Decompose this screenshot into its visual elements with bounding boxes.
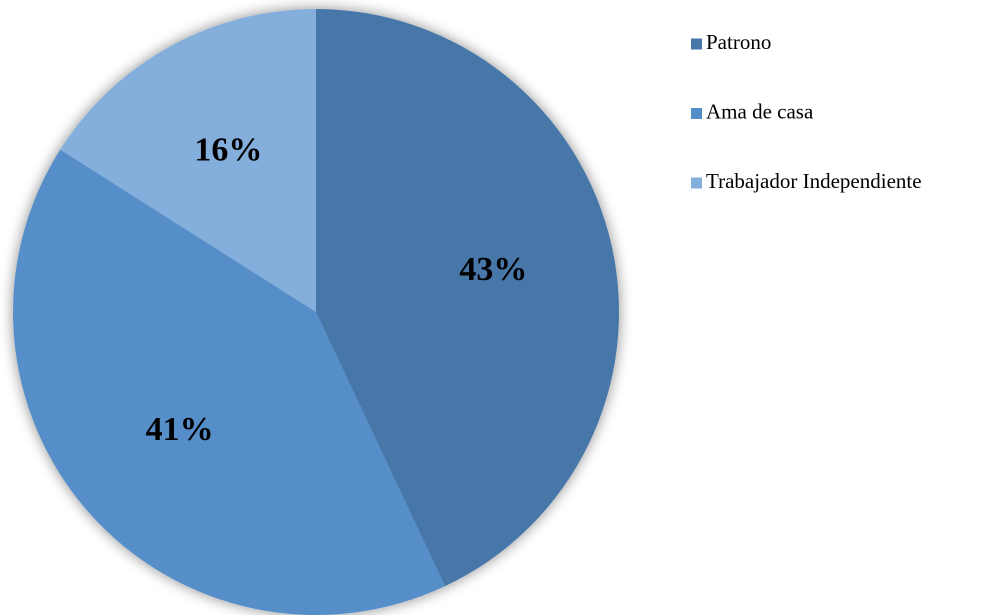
pie-slice xyxy=(13,149,446,615)
legend-swatch xyxy=(691,177,702,189)
legend-swatch xyxy=(691,38,702,50)
legend-swatch xyxy=(691,108,702,119)
data-label: 43% xyxy=(459,251,527,288)
legend-label: Ama de casa xyxy=(706,99,814,123)
pie xyxy=(13,9,620,615)
legend-label: Trabajador Independiente xyxy=(706,169,922,193)
legend: Patrono Ama de casa Trabajador Independien… xyxy=(691,30,922,193)
labels: 43% 41% 16% xyxy=(146,131,528,448)
pie-slice xyxy=(60,9,316,312)
data-label: 41% xyxy=(146,411,214,448)
pie-slice xyxy=(316,9,620,587)
legend-label: Patrono xyxy=(706,30,771,54)
data-label: 16% xyxy=(194,131,262,168)
